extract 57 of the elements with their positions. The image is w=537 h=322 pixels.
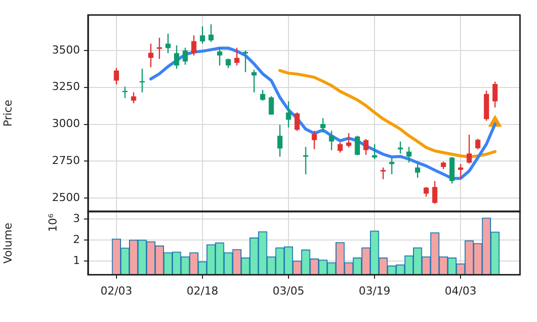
candlestick — [268, 96, 274, 116]
candlestick — [346, 132, 352, 148]
x-tick-label: 02/03 — [100, 284, 132, 298]
candlestick — [260, 89, 266, 102]
candlestick — [338, 142, 343, 154]
y-tick-label: 2500 — [52, 190, 80, 204]
candlestick — [492, 81, 498, 108]
x-tick-label: 02/18 — [186, 284, 218, 298]
y-tick-label: 3500 — [52, 43, 80, 56]
candlestick — [191, 34, 196, 56]
candlestick — [182, 47, 188, 66]
candlestick — [242, 50, 248, 73]
candlestick — [294, 112, 300, 132]
candlestick — [208, 24, 214, 43]
candlestick — [320, 117, 326, 134]
candlestick — [165, 33, 171, 54]
y-tick-label: 3000 — [52, 117, 80, 130]
candlestick — [217, 47, 222, 66]
candlestick — [174, 44, 180, 70]
candlestick — [226, 58, 231, 69]
candlestick — [286, 100, 292, 128]
x-tick-label: 04/03 — [444, 284, 476, 298]
y-axis-title: Volume — [1, 222, 14, 264]
y-tick-label: 1 — [73, 254, 80, 267]
candlestick — [380, 166, 386, 180]
candlestick — [200, 26, 206, 44]
candlestick — [156, 37, 162, 60]
candlestick — [277, 124, 282, 158]
text: 10⁶ — [46, 213, 60, 232]
candlestick — [114, 67, 119, 86]
candlestick — [466, 134, 472, 164]
y-tick-label: 3250 — [52, 80, 80, 94]
candlestick — [415, 164, 420, 178]
candlestick — [432, 180, 438, 204]
candlestick — [303, 146, 308, 175]
y-axis-title: Price — [1, 100, 14, 127]
candlestick — [148, 43, 154, 68]
candlestick — [398, 140, 403, 154]
x-tick-label: 03/05 — [272, 284, 304, 298]
y-tick-label: 3 — [73, 212, 80, 225]
y-tick-label: 2 — [73, 232, 80, 246]
candlestick — [131, 92, 136, 104]
candlestick — [389, 157, 394, 175]
candlestick — [363, 138, 369, 156]
candlestick — [458, 164, 464, 179]
candlestick — [406, 146, 412, 164]
candlestick — [354, 135, 360, 156]
candlestick — [475, 138, 480, 150]
candlestick — [424, 186, 429, 198]
y-tick-label: 2750 — [52, 154, 80, 168]
candlestick — [140, 68, 145, 93]
candlestick — [312, 130, 317, 150]
x-tick-label: 03/19 — [358, 284, 390, 298]
candlestick — [234, 47, 240, 66]
candlestick — [449, 156, 455, 184]
candlestick — [328, 130, 334, 151]
candlestick — [252, 69, 257, 93]
